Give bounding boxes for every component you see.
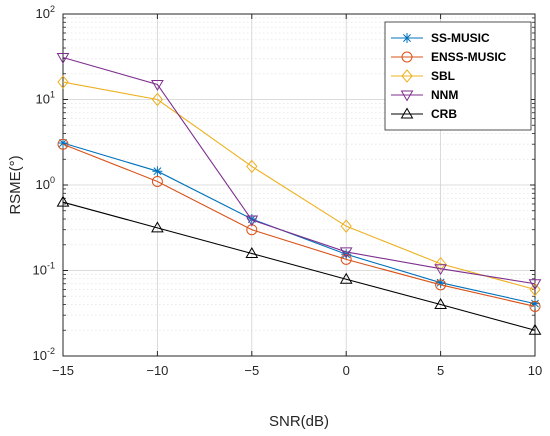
series-line-nnm bbox=[62, 56, 536, 285]
series-line-sbl bbox=[62, 81, 536, 291]
series-line-crb bbox=[62, 201, 536, 331]
x-tick-label: −15 bbox=[52, 363, 74, 378]
y-tick-label: 102 bbox=[36, 4, 55, 21]
legend-label-crb: CRB bbox=[431, 107, 457, 121]
data-point-crb bbox=[434, 298, 447, 310]
data-point-nnm bbox=[245, 215, 259, 227]
y-tick-label: 101 bbox=[36, 90, 55, 107]
x-tick-label: 10 bbox=[528, 363, 542, 378]
legend-label-sbl: SBL bbox=[431, 69, 455, 83]
data-point-nnm bbox=[528, 279, 542, 291]
data-point-sbl bbox=[434, 256, 447, 271]
series-nnm bbox=[56, 52, 542, 291]
data-point-sbl bbox=[246, 159, 258, 174]
data-point-enss-music bbox=[529, 300, 541, 312]
legend-marker-sbl bbox=[401, 69, 413, 83]
y-tick-label: 100 bbox=[36, 175, 55, 192]
y-tick-label: 10-1 bbox=[33, 261, 55, 278]
data-point-sbl bbox=[151, 92, 164, 107]
y-axis-title: RSME(°) bbox=[7, 155, 24, 214]
data-point-nnm bbox=[56, 52, 70, 64]
y-tick-labels: 10-2 10-1 100 101 102 bbox=[33, 4, 55, 363]
data-point-nnm bbox=[339, 247, 353, 259]
data-point-crb bbox=[528, 323, 542, 335]
legend-marker-ss-music bbox=[402, 33, 412, 43]
series-enss-music bbox=[57, 138, 541, 312]
x-tick-label: 5 bbox=[437, 363, 444, 378]
series-sbl bbox=[57, 75, 541, 297]
data-point-nnm bbox=[434, 264, 447, 276]
legend-label-enss-music: ENSS-MUSIC bbox=[431, 50, 507, 64]
x-tick-label: 0 bbox=[343, 363, 350, 378]
y-tick-label: 10-2 bbox=[33, 346, 55, 363]
data-point-sbl bbox=[529, 282, 541, 297]
x-tick-label: −10 bbox=[146, 363, 168, 378]
legend-label-nnm: NNM bbox=[431, 88, 458, 102]
legend-marker-crb bbox=[400, 107, 414, 119]
series-line-enss-music bbox=[62, 143, 536, 307]
series-crb bbox=[56, 195, 542, 335]
data-point-crb bbox=[245, 247, 259, 259]
legend: SS-MUSIC ENSS-MUSIC SBL NNM CRB bbox=[384, 21, 532, 131]
data-point-enss-music bbox=[151, 175, 163, 187]
data-point-enss-music bbox=[340, 253, 352, 265]
data-point-nnm bbox=[151, 79, 164, 91]
data-point-sbl bbox=[340, 219, 352, 233]
legend-marker-nnm bbox=[400, 90, 414, 102]
data-point-ss-music bbox=[58, 137, 68, 148]
series-layer bbox=[56, 52, 542, 335]
legend-marker-enss-music bbox=[401, 51, 413, 63]
data-point-crb bbox=[339, 272, 353, 284]
series-line-ss-music bbox=[62, 142, 536, 305]
data-point-crb bbox=[151, 221, 164, 233]
data-point-ss-music bbox=[435, 277, 446, 288]
data-point-sbl bbox=[57, 75, 69, 89]
x-tick-labels: −15 −10 −5 0 5 10 bbox=[52, 363, 542, 378]
data-point-enss-music bbox=[435, 279, 447, 291]
data-point-enss-music bbox=[57, 138, 69, 150]
data-point-ss-music bbox=[152, 166, 163, 177]
data-point-crb bbox=[56, 195, 70, 207]
x-tick-label: −5 bbox=[244, 363, 259, 378]
x-axis-title: SNR(dB) bbox=[269, 413, 329, 430]
data-point-ss-music bbox=[530, 298, 540, 309]
legend-label-ss-music: SS-MUSIC bbox=[431, 31, 490, 45]
